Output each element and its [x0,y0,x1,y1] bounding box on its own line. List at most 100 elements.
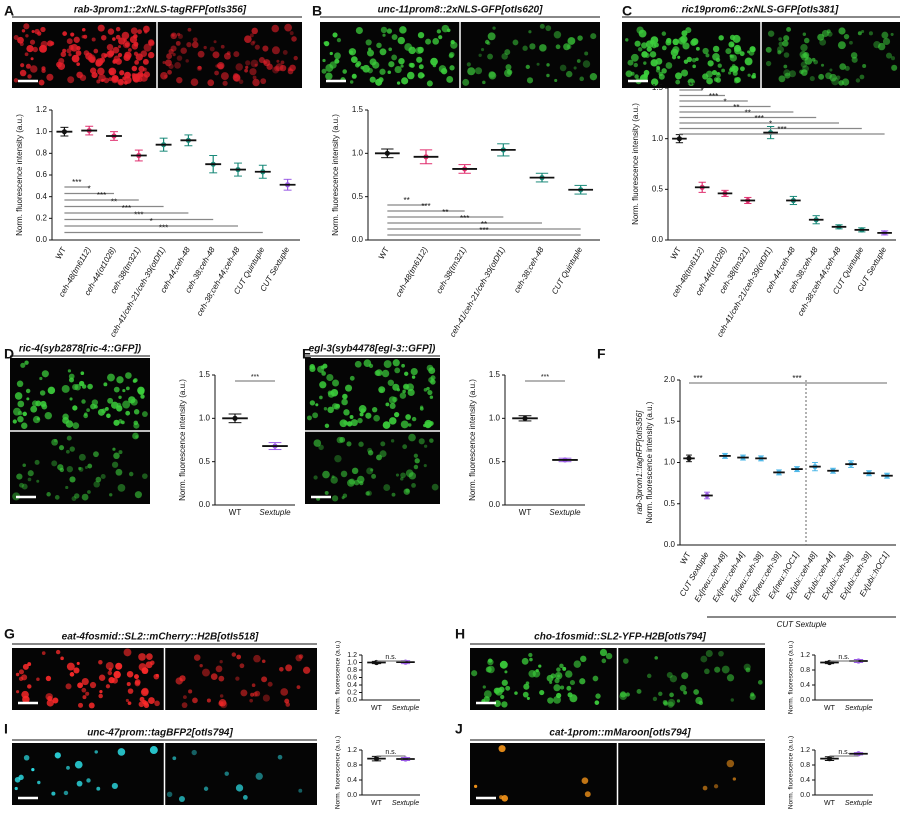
cell-nucleus [55,649,61,655]
cell-nucleus [379,68,386,75]
cell-nucleus [670,48,679,57]
cell-nucleus [579,76,585,82]
cell-nucleus [528,652,533,658]
cell-nucleus [765,46,772,53]
cell-nucleus [93,480,100,488]
cell-nucleus [263,59,271,67]
cell-nucleus [841,78,850,86]
cell-nucleus [376,454,382,461]
cell-nucleus [398,57,405,65]
cell-nucleus [436,29,442,34]
cell-nucleus [349,375,355,381]
cell-nucleus [253,654,261,663]
cell-nucleus [24,52,29,57]
cell-nucleus [18,669,24,675]
cell-nucleus [683,59,689,64]
cell-nucleus [862,64,867,69]
cell-nucleus [367,450,374,456]
cell-nucleus [423,444,428,448]
cell-nucleus [218,699,227,707]
cell-nucleus [76,780,83,787]
cell-nucleus [387,70,392,75]
cell-nucleus [650,59,658,67]
cell-nucleus [408,62,414,68]
cell-nucleus [123,54,131,62]
cell-nucleus [284,23,293,32]
cell-nucleus [125,372,132,379]
cell-nucleus [487,665,495,674]
cell-nucleus [731,43,735,47]
cell-nucleus [744,57,753,66]
cell-nucleus [44,411,52,420]
y-tick-label: 0.0 [800,697,810,704]
cell-nucleus [529,657,533,662]
cell-nucleus [778,75,786,83]
cell-nucleus [81,687,87,693]
cell-nucleus [546,73,550,78]
y-tick-label: 1.5 [199,370,211,379]
cell-nucleus [250,59,259,68]
cell-nucleus [126,670,134,678]
cell-nucleus [554,78,558,83]
cell-nucleus [141,411,148,417]
y-tick-label: 0.4 [800,682,810,689]
cell-nucleus [550,673,556,679]
cell-nucleus [250,692,255,697]
cell-nucleus [334,403,340,410]
cell-nucleus [133,378,138,383]
cell-nucleus [164,59,172,67]
cell-nucleus [239,663,245,669]
y-tick-label: 0.0 [199,500,211,509]
cell-nucleus [118,450,123,455]
significance-label: ** [442,208,448,217]
cell-nucleus [625,692,630,697]
cell-nucleus [799,69,804,75]
cell-nucleus [160,71,168,80]
cell-nucleus [112,46,120,54]
significance-label: * [88,185,91,194]
x-tick-label: CUT Quintuple [550,245,585,296]
cell-nucleus [107,373,115,382]
cell-nucleus [91,37,96,42]
significance-label: * [701,87,704,96]
cell-nucleus [72,422,80,429]
panel-letter: E [302,346,311,362]
cell-nucleus [726,674,735,682]
cell-nucleus [104,406,109,411]
cell-nucleus [23,23,30,30]
cell-nucleus [113,452,120,460]
cell-nucleus [633,62,638,68]
cell-nucleus [873,41,881,49]
cell-nucleus [242,795,248,800]
cell-nucleus [174,62,181,69]
cell-nucleus [350,419,358,427]
cell-nucleus [17,400,25,408]
y-tick-label: 1.0 [347,659,357,666]
cell-nucleus [326,373,334,382]
y-tick-label: 1.5 [352,105,364,114]
x-tick-label: Sextuple [259,508,291,517]
cell-nucleus [322,470,330,479]
cell-nucleus [505,64,512,71]
cell-nucleus [213,40,217,44]
cell-nucleus [31,29,35,33]
cell-nucleus [105,684,111,689]
cell-nucleus [739,51,745,57]
cell-nucleus [112,59,117,64]
cell-nucleus [630,53,639,62]
cell-nucleus [405,488,410,493]
cell-nucleus [287,68,294,75]
cell-nucleus [76,661,80,665]
cell-nucleus [85,691,90,696]
y-tick-label: 0.8 [800,762,810,769]
cell-nucleus [306,415,312,421]
cell-nucleus [380,26,388,34]
cell-nucleus [36,479,40,483]
cell-nucleus [279,64,287,72]
significance-label: n.s. [838,654,849,661]
cell-nucleus [414,458,420,464]
cell-nucleus [676,699,681,703]
cell-nucleus [584,791,591,798]
cell-nucleus [60,656,64,661]
micrograph [320,22,600,88]
